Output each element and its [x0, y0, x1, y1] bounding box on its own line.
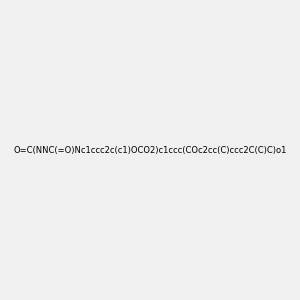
- Text: O=C(NNC(=O)Nc1ccc2c(c1)OCO2)c1ccc(COc2cc(C)ccc2C(C)C)o1: O=C(NNC(=O)Nc1ccc2c(c1)OCO2)c1ccc(COc2cc…: [13, 146, 287, 154]
